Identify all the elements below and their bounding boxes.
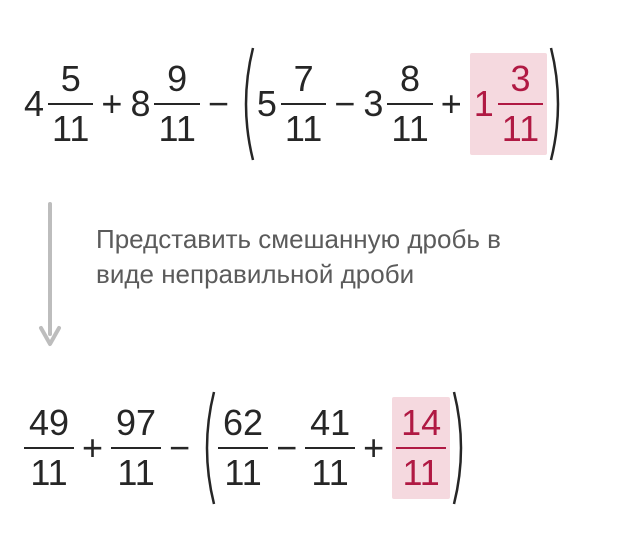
mixed-fraction: 5 7 11 <box>257 55 326 153</box>
fraction: 7 11 <box>281 55 326 153</box>
denominator: 11 <box>396 449 446 497</box>
mixed-fraction: 3 8 11 <box>363 55 432 153</box>
explanation-line: Представить смешанную дробь в <box>96 222 556 257</box>
fraction: 9 11 <box>154 55 199 153</box>
operator-minus: − <box>161 430 198 466</box>
operator-minus: − <box>326 86 363 122</box>
expression-2: 49 11 + 97 11 − 62 11 − 41 11 + 14 11 <box>24 388 470 508</box>
denominator: 11 <box>24 449 74 497</box>
denominator: 11 <box>498 105 543 153</box>
numerator: 7 <box>284 55 324 103</box>
denominator: 11 <box>387 105 432 153</box>
operator-plus: + <box>74 430 111 466</box>
numerator: 97 <box>111 399 161 447</box>
close-paren <box>547 44 567 164</box>
operator-minus: − <box>268 430 305 466</box>
expression-1: 4 5 11 + 8 9 11 − 5 7 11 <box>24 44 567 164</box>
whole-part: 8 <box>130 86 154 122</box>
mixed-fraction: 4 5 11 <box>24 55 93 153</box>
whole-part: 5 <box>257 86 281 122</box>
fraction: 8 11 <box>387 55 432 153</box>
whole-part: 3 <box>363 86 387 122</box>
numerator: 62 <box>218 399 268 447</box>
whole-part: 1 <box>474 86 498 122</box>
operator-plus: + <box>433 86 470 122</box>
open-paren <box>237 44 257 164</box>
fraction: 62 11 <box>218 399 268 497</box>
mixed-fraction-highlighted: 1 3 11 <box>470 53 547 155</box>
operator-minus: − <box>200 86 237 122</box>
mixed-fraction: 8 9 11 <box>130 55 199 153</box>
denominator: 11 <box>48 105 93 153</box>
denominator: 11 <box>111 449 161 497</box>
denominator: 11 <box>281 105 326 153</box>
numerator: 14 <box>396 399 446 447</box>
fraction: 97 11 <box>111 399 161 497</box>
numerator: 5 <box>51 55 91 103</box>
denominator: 11 <box>218 449 268 497</box>
close-paren <box>450 388 470 508</box>
fraction-highlighted: 14 11 <box>392 397 450 499</box>
math-step-canvas: 4 5 11 + 8 9 11 − 5 7 11 <box>0 0 628 534</box>
operator-plus: + <box>93 86 130 122</box>
numerator: 41 <box>305 399 355 447</box>
step-explanation: Представить смешанную дробь в виде непра… <box>96 222 556 292</box>
explanation-line: виде неправильной дроби <box>96 257 556 292</box>
denominator: 11 <box>154 105 199 153</box>
fraction: 5 11 <box>48 55 93 153</box>
numerator: 49 <box>24 399 74 447</box>
open-paren <box>198 388 218 508</box>
step-arrow-icon <box>36 200 64 355</box>
numerator: 8 <box>390 55 430 103</box>
numerator: 3 <box>500 55 540 103</box>
fraction: 3 11 <box>498 55 543 153</box>
fraction: 49 11 <box>24 399 74 497</box>
fraction: 41 11 <box>305 399 355 497</box>
whole-part: 4 <box>24 86 48 122</box>
denominator: 11 <box>305 449 355 497</box>
operator-plus: + <box>355 430 392 466</box>
numerator: 9 <box>157 55 197 103</box>
